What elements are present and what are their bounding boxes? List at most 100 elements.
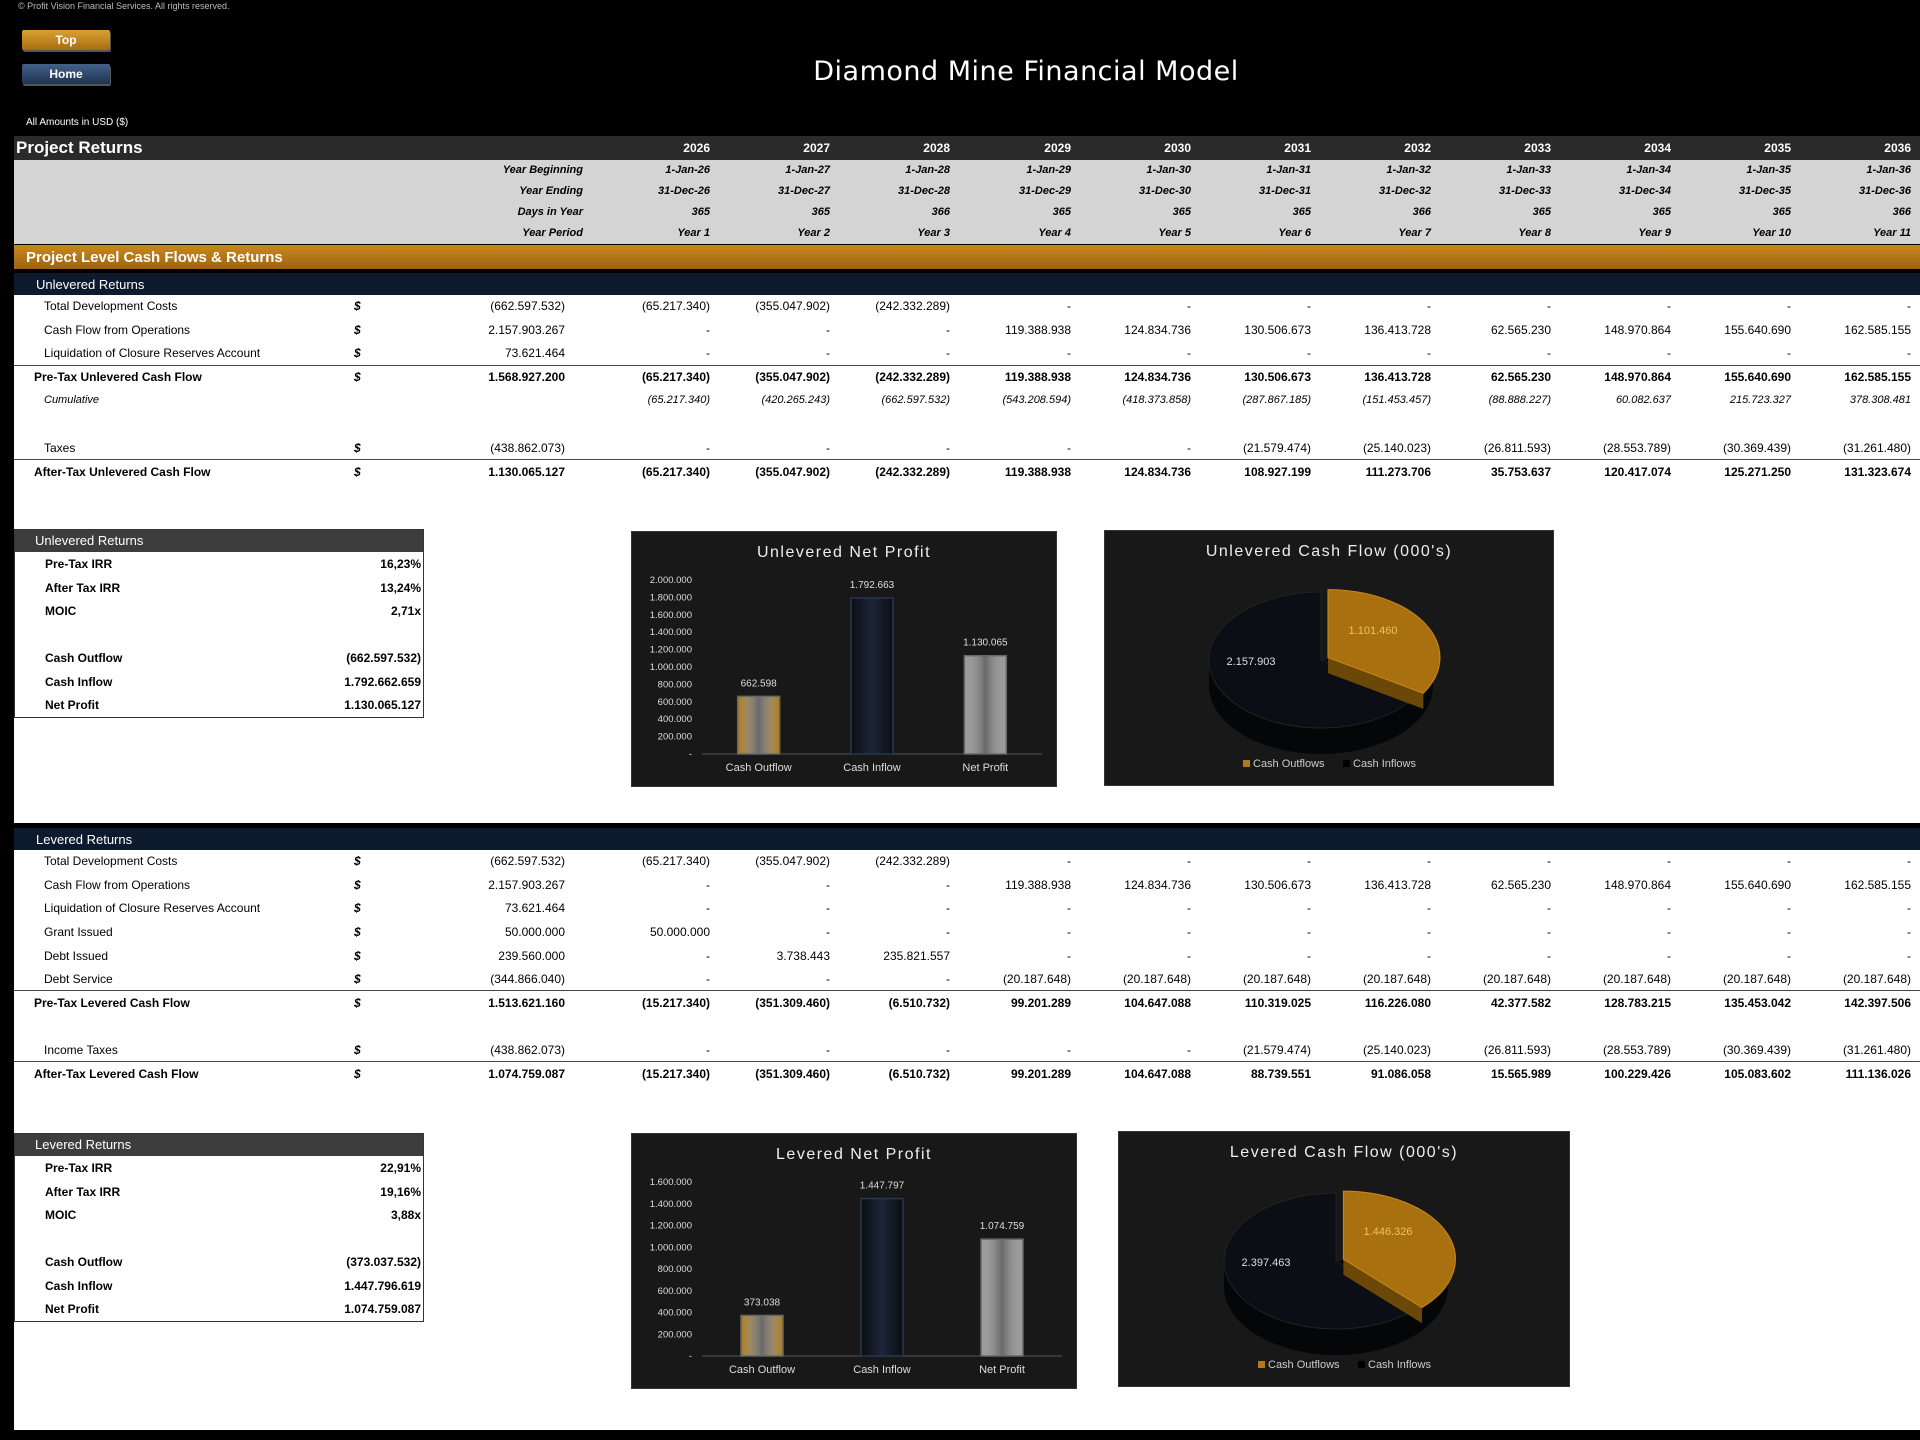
bar-data-label: 1.130.065 [963,638,1008,649]
header-cell: 1-Jan-26 [665,164,710,176]
value-cell: (20.187.648) [1362,972,1431,986]
y-tick-label: 1.600.000 [650,1177,692,1188]
value-cell: 42.377.582 [1490,995,1551,1010]
summary-value: 3,88x [390,1208,421,1222]
header-cell: 31-Dec-34 [1619,185,1671,197]
unlevered-pie-chart-title: Unlevered Cash Flow (000's) [1205,543,1453,560]
currency-symbol: $ [354,1043,361,1057]
summary-value: 1.792.662.659 [344,674,421,689]
summary-row: Cash Outflow (373.037.532) [15,1250,423,1274]
value-cell: (25.140.023) [1362,1043,1431,1057]
y-tick-label: 600.000 [658,697,692,708]
value-cell: (25.140.023) [1362,441,1431,455]
value-cell: 110.319.025 [1244,995,1311,1010]
header-cell: 31-Dec-32 [1379,185,1431,197]
value-cell: (28.553.789) [1602,441,1671,455]
pie-label-outflows: 2.397.463 [1242,1257,1291,1269]
header-cell: 366 [1892,206,1911,218]
summary-value: 1.074.759.087 [344,1302,421,1316]
header-label: Year Beginning [502,164,583,176]
value-cell: 124.834.736 [1124,322,1191,337]
header-cell: 31-Dec-35 [1739,185,1791,197]
home-button[interactable]: Home [22,64,110,84]
header-cell: 1-Jan-33 [1506,164,1551,176]
header-cell: Year 4 [1038,227,1071,239]
y-tick-label: - [689,749,692,760]
value-cell: - [946,925,950,939]
summary-value: 1.447.796.619 [344,1278,421,1293]
value-cell: - [946,972,950,986]
total-cell: 239.560.000 [498,948,565,963]
value-cell: - [826,322,830,337]
value-cell: 130.506.673 [1244,370,1311,384]
value-cell: 130.506.673 [1244,322,1311,337]
value-cell: - [826,1043,830,1057]
currency-symbol: $ [354,1066,361,1081]
levered-bar-chart: Levered Net Profit 1.600.000 1.400.000 1.20… [631,1133,1077,1389]
header-cell: 31-Dec-29 [1019,185,1071,197]
summary-label: Net Profit [45,1302,99,1316]
year-2026: 2026 [683,141,710,155]
currency-symbol: $ [354,901,361,915]
value-cell: (15.217.340) [641,1066,710,1081]
year-2032: 2032 [1404,141,1431,155]
legend-swatch-outflows [1258,1361,1265,1368]
value-cell: - [1187,925,1191,939]
value-cell: 155.640.690 [1724,322,1791,337]
value-cell: (242.332.289) [875,299,950,313]
value-cell: 378.308.481 [1849,394,1911,406]
value-cell: 119.388.938 [1005,322,1071,337]
pie-slice-outflows [1208,591,1418,729]
value-cell: - [1427,925,1431,939]
header-cell: Year 9 [1638,227,1671,239]
value-cell: 111.273.706 [1365,465,1431,479]
value-cell: 155.640.690 [1724,877,1791,892]
header-cell: Year 10 [1752,227,1791,239]
value-cell: - [1307,854,1311,868]
header-cell: 365 [1172,206,1191,218]
total-cell: 2.157.903.267 [488,877,565,892]
value-cell: - [1907,948,1911,963]
y-tick-label: 400.000 [658,1308,692,1319]
summary-value: 22,91% [380,1161,421,1175]
value-cell: (88.888.227) [1488,394,1551,406]
summary-label: Pre-Tax IRR [45,1161,113,1175]
summary-label: After Tax IRR [45,1184,121,1199]
summary-label: After Tax IRR [45,580,121,595]
value-cell: 3.738.443 [776,948,830,963]
value-cell: (31.261.480) [1842,441,1911,455]
summary-label: Net Profit [45,698,99,712]
year-2031: 2031 [1284,141,1311,155]
total-cell: (438.862.073) [490,1043,565,1057]
value-cell: (355.047.902) [755,370,830,384]
value-cell: - [1427,901,1431,915]
summary-label: Pre-Tax IRR [45,557,113,571]
row-label: Cash Flow from Operations [44,877,191,892]
currency-note: All Amounts in USD ($) [26,117,129,128]
currency-symbol: $ [354,370,361,384]
value-cell: 136.413.728 [1364,877,1431,892]
total-cell: (438.862.073) [490,441,565,455]
table-row: Cash Flow from Operations $2.157.903.267 -… [14,319,1920,341]
table-row: Liquidation of Closure Reserves Account $… [14,897,1920,919]
value-cell: 124.834.736 [1124,465,1191,479]
currency-symbol: $ [354,441,361,455]
value-cell: (65.217.340) [641,854,710,868]
header-cell: 31-Dec-28 [898,185,950,197]
y-tick-label: 1.800.000 [650,592,692,603]
value-cell: - [706,322,710,337]
value-cell: - [1667,299,1671,313]
value-cell: 108.927.199 [1244,465,1311,479]
y-tick-label: 200.000 [658,1329,692,1340]
value-cell: - [706,1043,710,1057]
currency-symbol: $ [354,346,361,360]
top-button[interactable]: Top [22,30,110,50]
value-cell: 148.970.864 [1604,370,1671,384]
value-cell: 116.226.080 [1364,995,1431,1010]
header-cell: 1-Jan-30 [1146,164,1191,176]
bar-data-label: 662.598 [741,678,778,689]
table-row: After-Tax Levered Cash Flow $1.074.759.08… [14,1063,1920,1085]
summary-row: MOIC 3,88x [15,1203,423,1227]
header-cell: 1-Jan-35 [1746,164,1791,176]
value-cell: 136.413.728 [1364,370,1431,384]
